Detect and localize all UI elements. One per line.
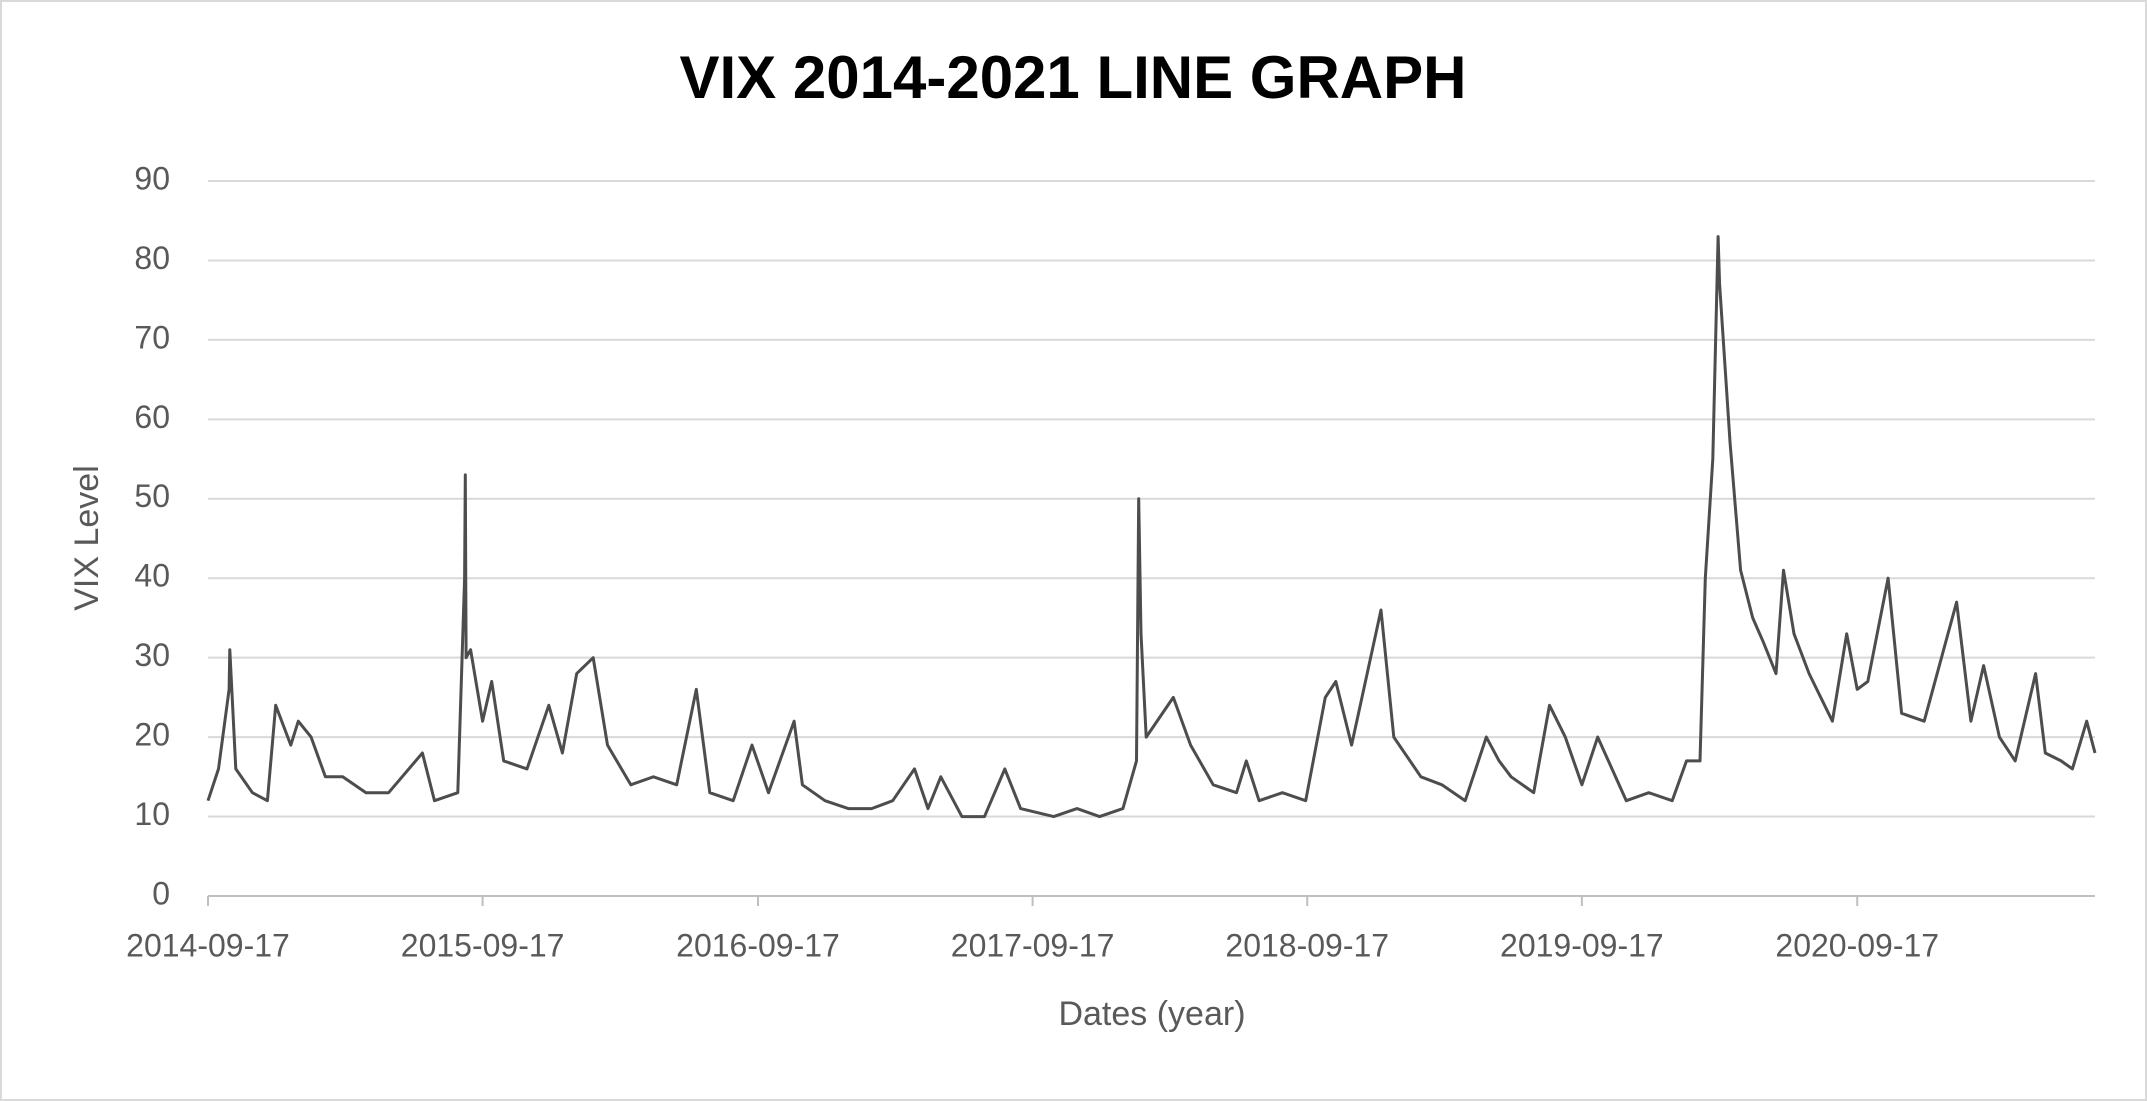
y-tick-label: 40 <box>134 558 170 594</box>
y-tick-label: 60 <box>134 399 170 435</box>
series-line <box>206 235 2097 819</box>
y-tick-label: 20 <box>134 717 170 753</box>
y-tick-label: 50 <box>134 478 170 514</box>
chart-title: VIX 2014-2021 LINE GRAPH <box>679 44 1466 111</box>
x-axis-title: Dates (year) <box>1058 995 1245 1033</box>
x-tick-label: 2017-09-17 <box>951 927 1115 963</box>
x-tick-label: 2019-09-17 <box>1500 927 1664 963</box>
y-tick-label: 80 <box>134 240 170 276</box>
x-tick-label: 2015-09-17 <box>401 927 565 963</box>
y-tick-label: 30 <box>134 637 170 673</box>
y-tick-label: 10 <box>134 796 170 832</box>
y-axis-title: VIX Level <box>68 465 106 611</box>
y-tick-label: 0 <box>152 875 170 911</box>
x-tick-label: 2020-09-17 <box>1775 927 1939 963</box>
x-tick-label: 2014-09-17 <box>126 927 290 963</box>
y-tick-label: 90 <box>134 160 170 196</box>
y-tick-label: 70 <box>134 319 170 355</box>
x-tick-label: 2016-09-17 <box>676 927 840 963</box>
x-tick-label: 2018-09-17 <box>1225 927 1389 963</box>
